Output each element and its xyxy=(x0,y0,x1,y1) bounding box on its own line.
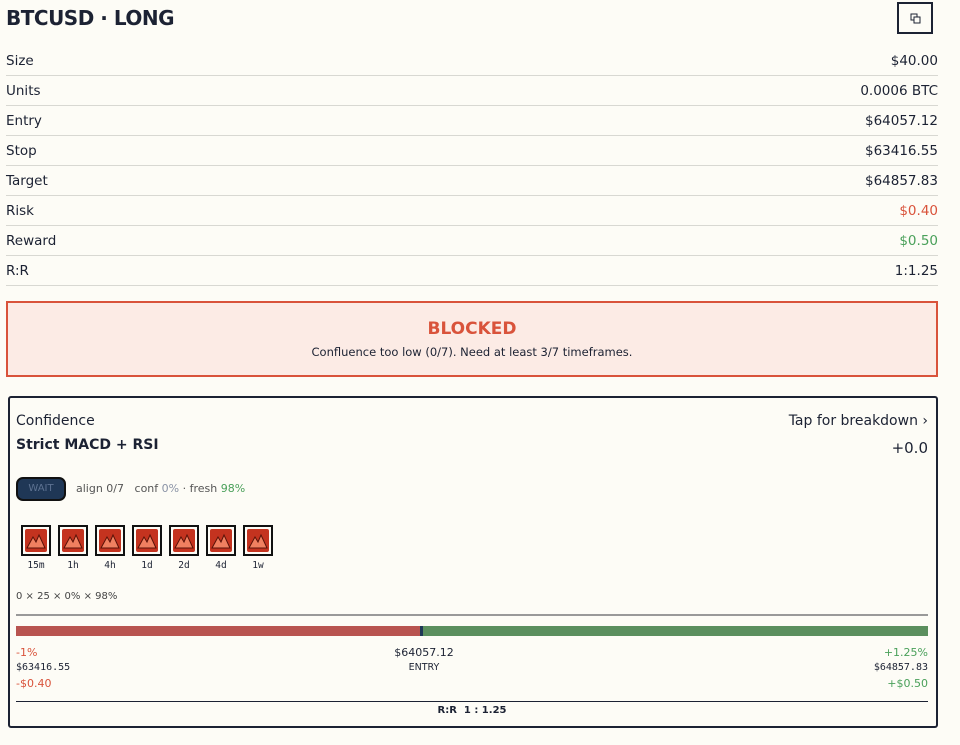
row: Target $64857.83 xyxy=(6,166,938,196)
divider xyxy=(16,701,928,702)
row-label: R:R xyxy=(6,263,29,279)
fresh-value: 98% xyxy=(220,482,246,495)
row-value: $64057.12 xyxy=(864,113,938,129)
right-amount: +$0.50 xyxy=(887,677,928,690)
timeframe-icon xyxy=(95,525,125,556)
timeframe: 1h xyxy=(58,525,88,571)
timeframe: 2d xyxy=(169,525,199,571)
timeframe-icon xyxy=(243,525,273,556)
risk-bar xyxy=(16,626,420,636)
alert-title: BLOCKED xyxy=(427,319,517,339)
timeframe-label: 4d xyxy=(215,560,227,571)
rr-label: R:R xyxy=(437,705,457,716)
left-pct: -1% xyxy=(16,646,38,659)
row-value: 0.0006 BTC xyxy=(860,83,938,99)
row: Size $40.00 xyxy=(6,46,938,76)
row: Entry $64057.12 xyxy=(6,106,938,136)
entry-price: $64057.12 xyxy=(394,646,454,659)
timeframe: 4h xyxy=(95,525,125,571)
row-label: Target xyxy=(6,173,48,189)
row-label: Entry xyxy=(6,113,42,129)
row-value: $40.00 xyxy=(890,53,938,69)
entry-label: ENTRY xyxy=(408,662,440,673)
title: BTCUSD · LONG xyxy=(6,6,175,30)
card xyxy=(8,396,938,728)
badge: WAIT xyxy=(16,477,66,501)
timeframe-icon xyxy=(132,525,162,556)
timeframe-icon xyxy=(21,525,51,556)
left-amount: -$0.40 xyxy=(16,677,52,690)
row: Reward $0.50 xyxy=(6,226,938,256)
divider xyxy=(16,614,928,616)
row: R:R 1:1.25 xyxy=(6,256,938,286)
row: Stop $63416.55 xyxy=(6,136,938,166)
timeframe: 1w xyxy=(243,525,273,571)
row: Risk $0.40 xyxy=(6,196,938,226)
card-heading: Confidence xyxy=(16,413,95,429)
alert: BLOCKED Confluence too low (0/7). Need a… xyxy=(6,301,938,377)
row-label: Reward xyxy=(6,233,57,249)
copy-icon xyxy=(910,13,921,24)
right-price: $64857.83 xyxy=(873,662,928,673)
row: Units 0.0006 BTC xyxy=(6,76,938,106)
rr-value: 1 : 1.25 xyxy=(463,705,507,716)
row-label: Units xyxy=(6,83,41,99)
strategy: Strict MACD + RSI xyxy=(16,437,159,453)
copy-button[interactable] xyxy=(897,2,933,34)
timeframe-label: 1w xyxy=(252,560,264,571)
conf-value: 0% xyxy=(161,482,180,495)
left-price: $63416.55 xyxy=(16,662,71,673)
row-label: Size xyxy=(6,53,34,69)
right-pct: +1.25% xyxy=(883,646,928,659)
row-value: $0.50 xyxy=(899,233,938,249)
timeframe: 1d xyxy=(132,525,162,571)
align: align 0/7 xyxy=(76,482,125,495)
timeframe-label: 2d xyxy=(178,560,190,571)
timeframe: 4d xyxy=(206,525,236,571)
timeframe-icon xyxy=(206,525,236,556)
row-value: $64857.83 xyxy=(864,173,938,189)
entry-marker xyxy=(420,626,423,636)
status-line: align 0/7 conf 0% · fresh 98% xyxy=(76,482,245,495)
row-value: 1:1.25 xyxy=(894,263,938,279)
fresh-label: · fresh xyxy=(182,482,218,495)
score: +0.0 xyxy=(891,439,928,457)
row-label: Risk xyxy=(6,203,34,219)
timeframe-label: 1d xyxy=(141,560,153,571)
row-label: Stop xyxy=(6,143,37,159)
reward-bar xyxy=(423,626,928,636)
timeframe-label: 4h xyxy=(104,560,116,571)
conf-label: conf xyxy=(134,482,159,495)
timeframe-label: 15m xyxy=(27,560,45,571)
row-value: $0.40 xyxy=(899,203,938,219)
row-value: $63416.55 xyxy=(864,143,938,159)
timeframe-label: 1h xyxy=(67,560,79,571)
formula: 0 × 25 × 0% × 98% xyxy=(16,591,118,602)
timeframe-icon xyxy=(169,525,199,556)
timeframe: 15m xyxy=(21,525,51,571)
rr: R:R 1 : 1.25 xyxy=(438,705,507,716)
alert-message: Confluence too low (0/7). Need at least … xyxy=(311,345,633,359)
breakdown-link[interactable]: Tap for breakdown › xyxy=(788,413,928,429)
timeframe-icon xyxy=(58,525,88,556)
